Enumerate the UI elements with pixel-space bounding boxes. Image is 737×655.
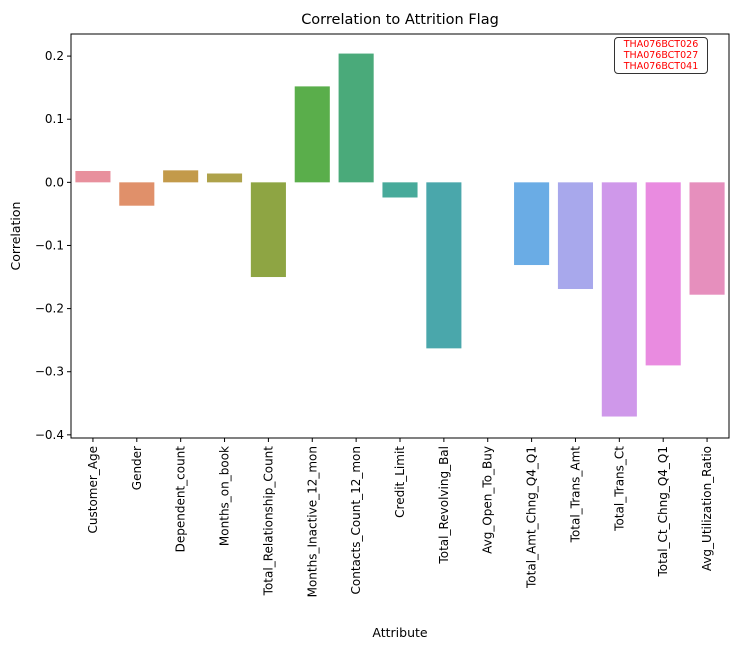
bar-total-ct-chng-q4-q1 xyxy=(645,182,681,366)
bar-total-amt-chng-q4-q1 xyxy=(514,182,550,266)
x-tick-label: Months_on_book xyxy=(218,446,232,546)
x-tick-label: Dependent_count xyxy=(174,446,188,553)
x-tick-label: Total_Relationship_Count xyxy=(261,446,275,597)
x-tick-label: Avg_Open_To_Buy xyxy=(481,446,495,554)
y-axis-label: Correlation xyxy=(8,202,23,271)
x-tick-label: Contacts_Count_12_mon xyxy=(349,446,363,594)
bar-months-on-book xyxy=(206,173,243,183)
bar-total-trans-ct xyxy=(601,182,637,417)
bar-credit-limit xyxy=(382,182,418,198)
bar-contacts-count-12-mon xyxy=(338,53,374,183)
bar-avg-utilization-ratio xyxy=(689,182,725,295)
x-axis: Customer_Age Gender Dependent_count Months_… xyxy=(86,438,714,597)
x-tick-label: Customer_Age xyxy=(86,446,100,534)
bar-gender xyxy=(119,182,155,206)
bar-customer-age xyxy=(75,170,111,183)
x-tick-label: Total_Amt_Chng_Q4_Q1 xyxy=(525,446,539,589)
y-tick-label: 0.0 xyxy=(45,175,64,189)
x-tick-label: Total_Ct_Chng_Q4_Q1 xyxy=(656,446,670,577)
y-tick-label: −0.4 xyxy=(35,428,64,442)
x-tick-label: Gender xyxy=(130,446,144,490)
y-tick-label: 0.1 xyxy=(45,112,64,126)
x-tick-label: Months_Inactive_12_mon xyxy=(305,446,319,597)
bar-months-inactive-12-mon xyxy=(294,86,330,183)
x-tick-label: Total_Trans_Ct xyxy=(612,446,626,532)
x-tick-label: Credit_Limit xyxy=(393,446,407,518)
annotation-line: THA076BCT027 xyxy=(623,50,699,61)
x-tick-label: Total_Revolving_Bal xyxy=(437,446,451,565)
chart-title: Correlation to Attrition Flag xyxy=(301,12,499,28)
bar-total-relationship-count xyxy=(250,182,286,278)
x-tick-label: Total_Trans_Amt xyxy=(568,446,582,544)
bars-group xyxy=(75,53,725,417)
bar-total-trans-amt xyxy=(557,182,594,290)
bar-total-revolving-bal xyxy=(426,182,462,349)
y-tick-label: −0.3 xyxy=(35,365,64,379)
y-tick-label: 0.2 xyxy=(45,49,64,63)
y-tick-label: −0.2 xyxy=(35,302,64,316)
x-axis-label: Attribute xyxy=(372,625,428,640)
annotation-line: THA076BCT026 xyxy=(623,39,699,50)
y-tick-label: −0.1 xyxy=(35,238,64,252)
annotation-box: THA076BCT026 THA076BCT027 THA076BCT041 xyxy=(614,37,708,74)
x-tick-label: Avg_Utilization_Ratio xyxy=(700,446,714,571)
plot-frame xyxy=(70,33,730,439)
annotation-line: THA076BCT041 xyxy=(623,61,699,72)
bar-dependent-count xyxy=(163,170,199,183)
y-axis: 0.2 0.1 0.0 −0.1 −0.2 −0.3 −0.4 xyxy=(35,49,71,442)
